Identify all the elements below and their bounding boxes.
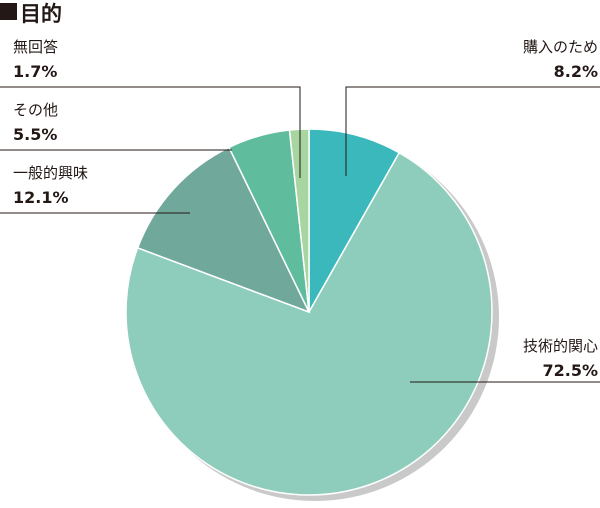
slice-purchase	[308, 128, 401, 315]
leader-line-purchase	[345, 86, 600, 176]
label-noanswer-pct: 1.7%	[13, 62, 57, 81]
chart-title: 目的	[20, 2, 62, 26]
pie-slices	[125, 128, 493, 496]
heading-square-icon	[0, 3, 17, 20]
label-general-name: 一般的興味	[13, 164, 88, 182]
leader-line-noanswer	[0, 86, 301, 178]
slice-tech	[125, 151, 493, 496]
label-tech-pct: 72.5%	[542, 361, 598, 380]
label-purchase-name: 購入のため	[523, 38, 598, 56]
label-other-name: その他	[13, 101, 58, 119]
label-other-pct: 5.5%	[13, 125, 57, 144]
slice-general	[136, 146, 311, 314]
label-general-pct: 12.1%	[13, 188, 69, 207]
label-noanswer-name: 無回答	[13, 38, 58, 56]
label-purchase-pct: 8.2%	[554, 62, 598, 81]
label-tech-name: 技術的関心	[523, 337, 598, 355]
slice-noanswer	[288, 128, 310, 313]
